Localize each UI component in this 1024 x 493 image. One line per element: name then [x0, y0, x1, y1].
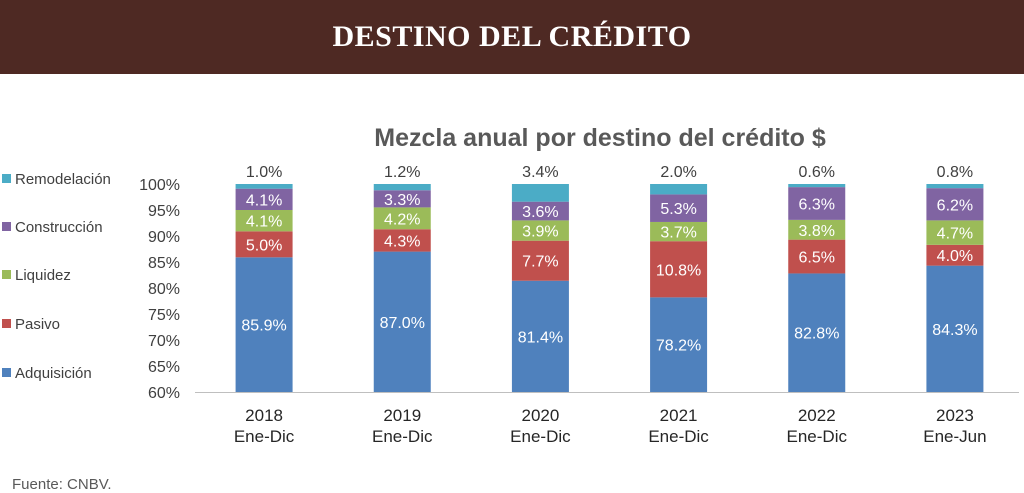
data-label: 2.0% — [660, 164, 696, 181]
legend-swatch — [2, 368, 11, 377]
data-label: 3.7% — [660, 225, 696, 242]
data-label: 3.9% — [522, 224, 558, 241]
bar-segment-remodelación — [373, 184, 431, 191]
data-label: 4.1% — [246, 192, 282, 209]
x-tick-label: Ene-Dic — [234, 427, 295, 446]
legend-swatch — [2, 319, 11, 328]
x-tick-label: Ene-Dic — [372, 427, 433, 446]
data-label: 10.8% — [656, 262, 701, 279]
bar-segment-adquisición — [926, 265, 984, 392]
bar-segment-construcción — [373, 190, 431, 208]
y-tick-label: 70% — [148, 333, 180, 350]
bar-segment-remodelación — [788, 184, 846, 188]
y-tick-label: 90% — [148, 229, 180, 246]
data-label: 6.3% — [799, 197, 835, 214]
bar-segment-remodelación — [511, 184, 569, 202]
data-label: 4.2% — [384, 211, 420, 228]
y-tick-label: 100% — [139, 177, 180, 194]
y-tick-label: 65% — [148, 359, 180, 376]
data-label: 3.4% — [522, 164, 558, 181]
x-tick-label: 2023 — [936, 406, 974, 425]
data-label: 3.8% — [799, 223, 835, 240]
bar-segment-construcción — [511, 201, 569, 221]
y-tick-label: 80% — [148, 281, 180, 298]
x-tick-label: 2019 — [383, 406, 421, 425]
data-label: 0.6% — [799, 164, 835, 181]
header-banner: DESTINO DEL CRÉDITO — [0, 0, 1024, 74]
bar-segment-liquidez — [235, 210, 293, 232]
data-label: 6.2% — [937, 197, 973, 214]
data-label: 4.7% — [937, 226, 973, 243]
bar-segment-adquisición — [235, 257, 293, 392]
y-tick-label: 75% — [148, 307, 180, 324]
data-label: 5.0% — [246, 237, 282, 254]
x-tick-label: Ene-Jun — [923, 427, 986, 446]
chart-title: Mezcla anual por destino del crédito $ — [374, 124, 826, 152]
y-tick-label: 95% — [148, 203, 180, 220]
legend-label: Construcción — [15, 219, 103, 236]
data-label: 4.3% — [384, 233, 420, 250]
legend-label: Remodelación — [15, 171, 111, 188]
x-tick-label: Ene-Dic — [648, 427, 709, 446]
x-tick-label: Ene-Dic — [510, 427, 571, 446]
data-label: 0.8% — [937, 164, 973, 181]
bar-segment-remodelación — [235, 184, 293, 189]
x-tick-label: Ene-Dic — [787, 427, 848, 446]
bar-segment-construcción — [235, 188, 293, 210]
bar-segment-liquidez — [650, 221, 708, 242]
data-label: 85.9% — [241, 318, 286, 335]
bar-segment-liquidez — [926, 220, 984, 245]
data-label: 81.4% — [518, 329, 563, 346]
bar-segment-construcción — [650, 194, 708, 222]
bar-segment-remodelación — [650, 184, 708, 195]
bar-segment-liquidez — [511, 220, 569, 241]
data-label: 82.8% — [794, 326, 839, 343]
legend-swatch — [2, 270, 11, 279]
data-label: 87.0% — [380, 315, 425, 332]
data-label: 7.7% — [522, 254, 558, 271]
data-label: 1.0% — [246, 164, 282, 181]
y-tick-label: 60% — [148, 385, 180, 402]
bar-segment-construcción — [788, 187, 846, 220]
x-tick-label: 2020 — [522, 406, 560, 425]
legend-label: Adquisición — [15, 365, 92, 382]
x-tick-label: 2022 — [798, 406, 836, 425]
legend-swatch — [2, 222, 11, 231]
data-label: 3.3% — [384, 192, 420, 209]
data-label: 78.2% — [656, 338, 701, 355]
bar-segment-pasivo — [373, 229, 431, 252]
bar-segment-adquisición — [373, 251, 431, 392]
bar-segment-liquidez — [788, 219, 846, 240]
bar-segment-adquisición — [788, 273, 846, 392]
bar-segment-remodelación — [926, 184, 984, 189]
data-label: 5.3% — [660, 201, 696, 218]
page-title: DESTINO DEL CRÉDITO — [332, 20, 692, 53]
data-label: 3.6% — [522, 204, 558, 221]
bar-segment-pasivo — [788, 239, 846, 274]
bar-segment-adquisición — [650, 297, 708, 392]
data-label: 4.0% — [937, 248, 973, 265]
source-note: Fuente: CNBV. — [12, 476, 112, 493]
x-tick-label: 2021 — [660, 406, 698, 425]
bar-segment-pasivo — [650, 241, 708, 298]
bar-segment-construcción — [926, 188, 984, 221]
bar-segment-liquidez — [373, 207, 431, 230]
bar-segment-adquisición — [511, 280, 569, 392]
legend-label: Liquidez — [15, 267, 71, 284]
legend-swatch — [2, 174, 11, 183]
data-label: 84.3% — [932, 322, 977, 339]
y-tick-label: 85% — [148, 255, 180, 272]
x-tick-label: 2018 — [245, 406, 283, 425]
bar-segment-pasivo — [235, 231, 293, 258]
bar-segment-pasivo — [926, 244, 984, 266]
data-label: 6.5% — [799, 250, 835, 267]
bar-segment-pasivo — [511, 240, 569, 281]
data-label: 4.1% — [246, 214, 282, 231]
data-label: 1.2% — [384, 164, 420, 181]
legend-label: Pasivo — [15, 316, 60, 333]
